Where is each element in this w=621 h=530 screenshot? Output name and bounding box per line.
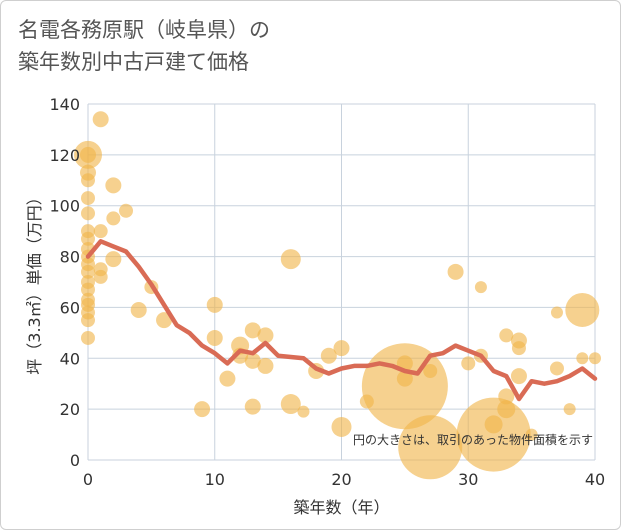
y-tick-label: 120 [49, 146, 80, 165]
data-bubble [497, 400, 516, 419]
data-bubble [105, 251, 122, 268]
data-bubble [576, 352, 589, 365]
data-bubble [280, 249, 301, 270]
data-bubble [461, 356, 476, 371]
data-bubble [563, 403, 576, 416]
y-axis-label: 坪（3.3㎡）単価（万円） [25, 189, 44, 374]
data-bubble [456, 397, 531, 472]
data-bubble [525, 428, 538, 441]
data-bubble [423, 364, 438, 378]
data-bubble [81, 231, 95, 246]
x-tick-label: 10 [205, 470, 225, 489]
data-bubble [80, 146, 96, 163]
y-tick-label: 20 [60, 400, 80, 419]
data-bubble [257, 357, 274, 374]
data-bubble [498, 388, 515, 405]
x-tick-label: 30 [458, 470, 478, 489]
chart-title-line1: 名電各務原駅（岐阜県）の [18, 18, 270, 42]
data-bubble [549, 361, 564, 376]
data-bubble [499, 328, 514, 343]
data-bubble [484, 415, 503, 434]
x-axis-label: 築年数（年） [293, 498, 389, 517]
y-tick-label: 60 [60, 298, 80, 317]
bubble-series [74, 111, 601, 480]
data-bubble [331, 416, 352, 437]
data-bubble [81, 206, 95, 221]
x-tick-label: 0 [83, 470, 93, 489]
data-bubble [130, 301, 147, 318]
average-line [85, 239, 598, 402]
data-bubble [550, 306, 563, 319]
grid-lines [87, 103, 596, 461]
y-tick-label: 140 [49, 95, 80, 114]
data-bubble [320, 347, 337, 364]
data-bubble [297, 405, 310, 418]
data-bubble [589, 352, 601, 365]
data-bubble [81, 313, 95, 328]
data-bubble [447, 263, 464, 280]
data-bubble [106, 211, 121, 226]
y-tick-label: 40 [60, 349, 80, 368]
data-bubble [510, 368, 527, 385]
data-bubble [156, 312, 173, 329]
data-bubble [92, 111, 109, 128]
x-tick-label: 20 [331, 470, 351, 489]
data-bubble [194, 401, 211, 418]
y-tick-label: 100 [49, 197, 80, 216]
data-bubble [81, 282, 95, 297]
data-bubble [511, 341, 526, 356]
data-bubble [359, 394, 374, 409]
data-bubble [93, 269, 108, 284]
data-bubble [396, 370, 413, 387]
x-tick-label: 40 [585, 470, 605, 489]
chart-title-line2: 築年数別中古戸建て価格 [18, 50, 249, 74]
axis-ticks: 0 20 40 60 80 100 120 140 0 10 20 30 40 [49, 95, 605, 489]
data-bubble [119, 203, 134, 218]
average-line-series [85, 239, 598, 402]
data-bubble [474, 281, 487, 294]
data-bubble [206, 329, 223, 346]
data-bubble [81, 330, 95, 345]
data-bubble [81, 173, 95, 188]
data-bubble [565, 292, 600, 327]
y-tick-label: 80 [60, 248, 80, 267]
data-bubble [206, 296, 223, 313]
chart-title: 名電各務原駅（岐阜県）の 築年数別中古戸建て価格 [18, 14, 270, 78]
y-tick-label: 0 [70, 451, 80, 470]
data-bubble [244, 352, 261, 369]
data-bubble [219, 370, 236, 387]
data-bubble [280, 394, 301, 415]
data-bubble [81, 264, 95, 279]
data-bubble [81, 191, 95, 206]
data-bubble [93, 224, 108, 239]
data-bubble [257, 327, 274, 344]
data-bubble [398, 415, 463, 480]
data-bubble [244, 398, 261, 415]
data-bubble [333, 340, 350, 357]
data-bubble [244, 322, 261, 339]
bubble-size-note: 円の大きさは、取引のあった物件面積を示す [353, 432, 593, 447]
data-bubble [105, 177, 122, 194]
